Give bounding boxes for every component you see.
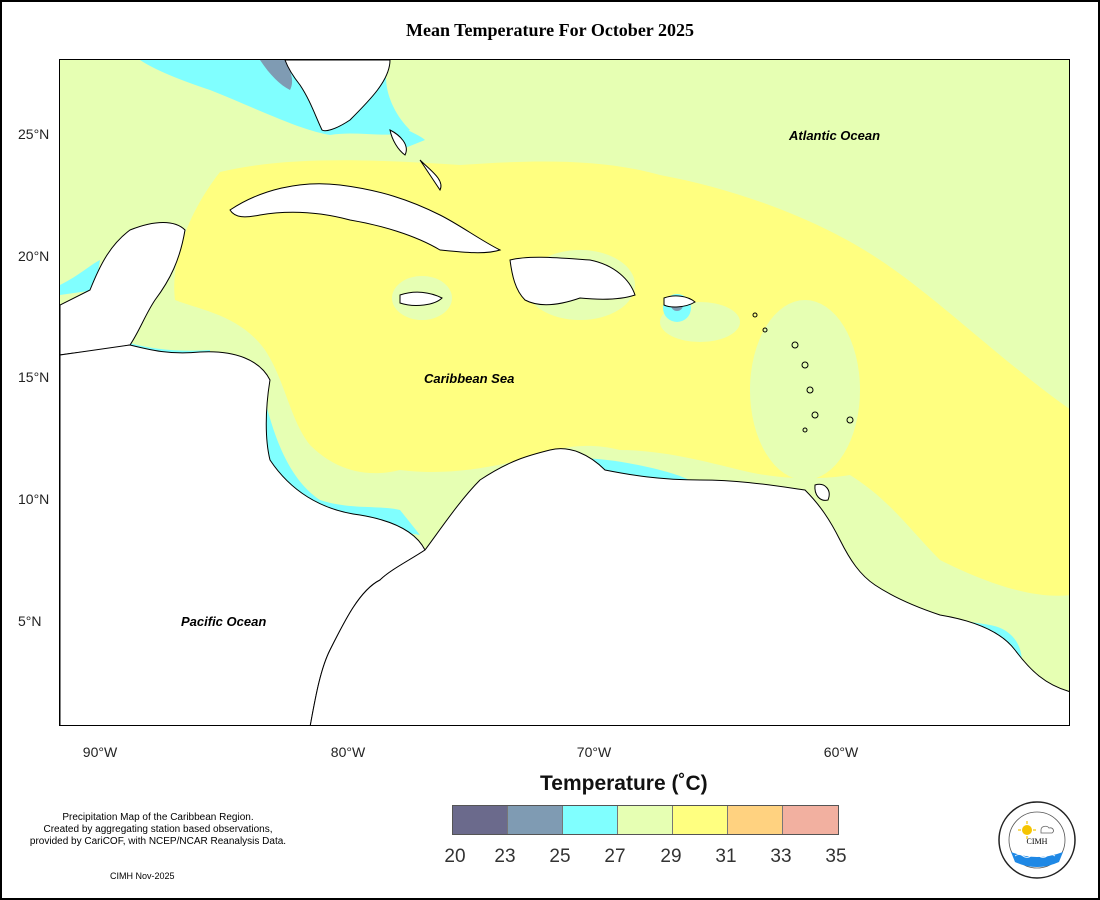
land-puerto-rico — [663, 295, 696, 308]
legend-swatch-25-27 — [563, 806, 618, 834]
source-note-line1: Precipitation Map of the Caribbean Regio… — [62, 812, 254, 823]
zone-cyan-yucatan — [60, 260, 100, 295]
land-hispaniola — [509, 256, 636, 306]
legend-swatch-31-33 — [728, 806, 783, 834]
legend-swatch-27-29 — [618, 806, 673, 834]
land-south-america — [309, 448, 1069, 725]
land-jamaica — [399, 291, 443, 306]
lat-tick-15n: 15°N — [18, 369, 50, 385]
label-pacific-ocean: Pacific Ocean — [181, 614, 267, 629]
source-note-line3: provided by CariCOF, with NCEP/NCAR Rean… — [29, 836, 287, 847]
logo-text: CIMH — [1027, 837, 1048, 846]
label-atlantic-ocean: Atlantic Ocean — [789, 128, 881, 143]
zone-lesser-antilles-ring — [750, 300, 860, 480]
legend-swatch-23-25 — [508, 806, 563, 834]
legend-swatch-33-35 — [783, 806, 838, 834]
legend-tick-29: 29 — [660, 846, 682, 867]
legend-tick-33: 33 — [770, 846, 792, 867]
lat-tick-25n: 25°N — [18, 126, 50, 142]
legend-tick-23: 23 — [494, 846, 516, 867]
lon-tick-90w: 90°W — [82, 744, 118, 760]
lon-tick-80w: 80°W — [330, 744, 366, 760]
source-note-line2: Created by aggregating station based obs… — [43, 824, 273, 835]
legend-swatch-29-31 — [673, 806, 728, 834]
zone-29-31 — [174, 160, 1069, 596]
legend-color-bar — [452, 805, 839, 835]
legend-tick-35: 35 — [825, 846, 847, 867]
land-florida — [284, 60, 391, 132]
lat-tick-20n: 20°N — [18, 248, 50, 264]
legend-tick-27: 27 — [604, 846, 626, 867]
zone-slate-florida — [260, 60, 293, 90]
cimh-logo: CIMH — [998, 801, 1076, 879]
lat-tick-5n: 5°N — [18, 613, 42, 629]
legend-swatch-20-23 — [453, 806, 508, 834]
map-title: Mean Temperature For October 2025 — [406, 20, 694, 40]
lon-tick-60w: 60°W — [823, 744, 859, 760]
legend-tick-31: 31 — [715, 846, 737, 867]
source-note: Precipitation Map of the Caribbean Regio… — [8, 812, 308, 848]
credit-text: CIMH Nov-2025 — [110, 871, 175, 881]
temperature-map — [59, 59, 1070, 726]
lesser-antilles — [752, 312, 854, 433]
legend-tick-20: 20 — [444, 846, 466, 867]
land-trinidad — [814, 483, 830, 501]
legend-tick-25: 25 — [549, 846, 571, 867]
land-cuba — [229, 183, 502, 254]
label-caribbean-sea: Caribbean Sea — [424, 371, 515, 386]
legend-title: Temperature (˚C) — [540, 772, 708, 795]
lat-tick-10n: 10°N — [18, 491, 50, 507]
land-bahamas — [389, 129, 442, 191]
lon-tick-70w: 70°W — [576, 744, 612, 760]
